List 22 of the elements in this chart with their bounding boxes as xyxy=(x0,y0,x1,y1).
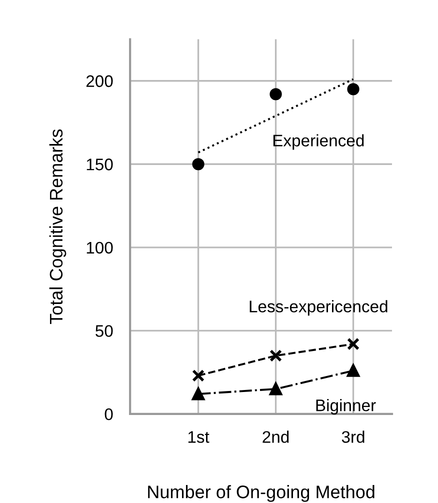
point xyxy=(192,158,204,170)
y-axis-title: Total Cognitive Remarks xyxy=(49,129,66,324)
text: Less-expericenced xyxy=(250,300,388,316)
y-tick-label: 150 xyxy=(86,158,113,170)
text: Experienced xyxy=(273,134,364,150)
y-tick-label: 200 xyxy=(86,75,113,88)
point xyxy=(347,364,360,377)
y-tick-label: 0 xyxy=(104,408,113,420)
x-axis-title: Number of On-going Method xyxy=(148,485,374,502)
point xyxy=(270,382,282,396)
point xyxy=(347,83,360,96)
x-tick-label: 2nd xyxy=(262,430,289,443)
x-tick-label: 1st xyxy=(188,431,210,443)
point xyxy=(347,338,360,350)
point xyxy=(270,349,282,362)
series-label: Biginner xyxy=(316,399,376,415)
x-tick-label: 3rd xyxy=(342,430,364,443)
y-tick-label: 100 xyxy=(86,242,113,254)
point xyxy=(192,388,205,400)
point xyxy=(192,369,205,382)
point xyxy=(270,88,282,100)
y-tick-label: 50 xyxy=(96,325,113,337)
